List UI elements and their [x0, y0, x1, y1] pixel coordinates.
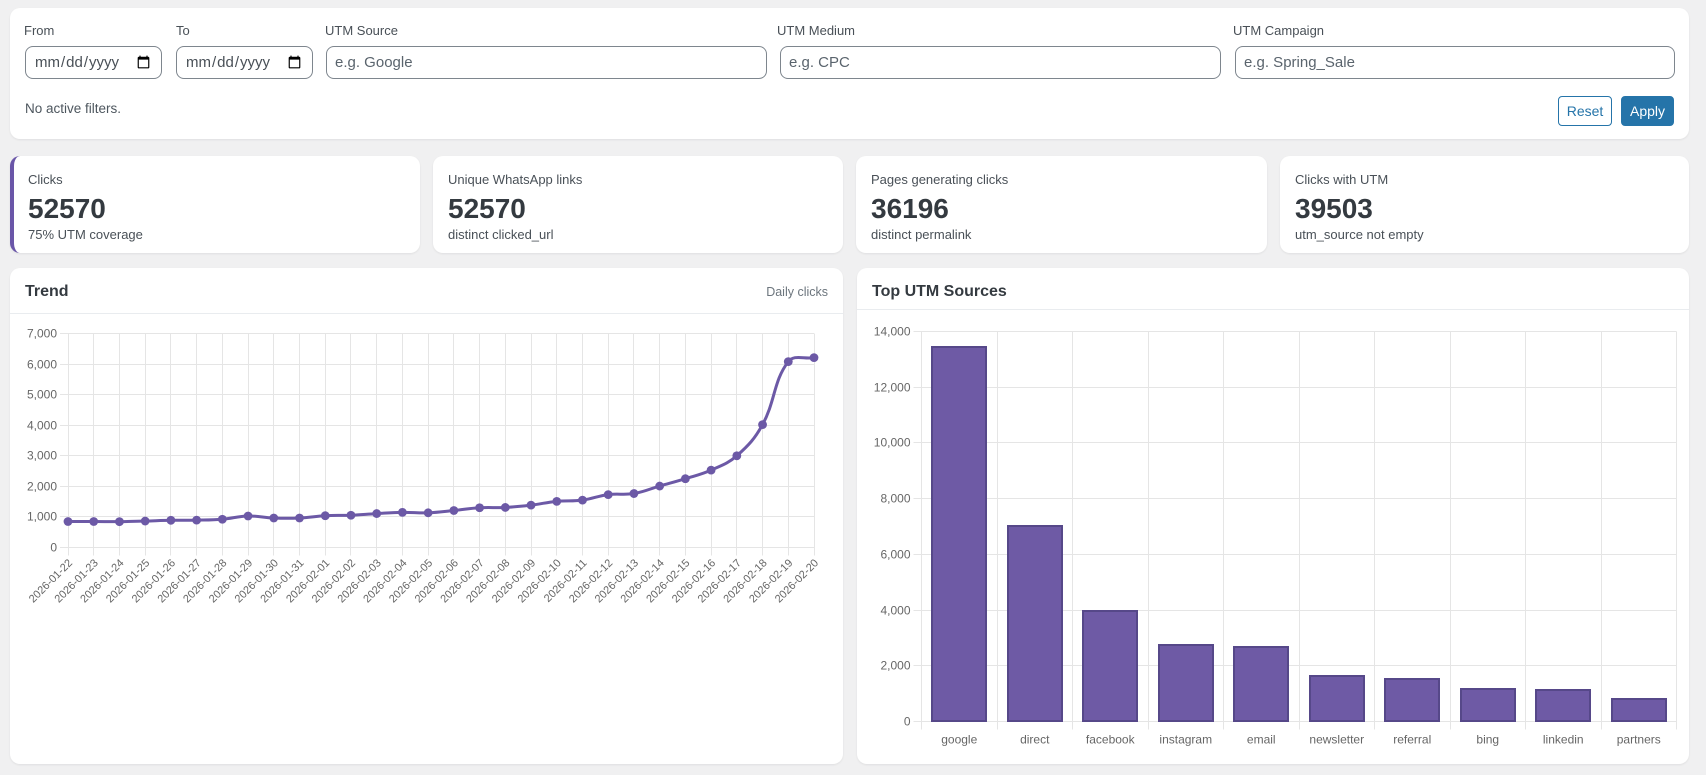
- svg-text:14,000: 14,000: [874, 325, 911, 339]
- svg-text:4,000: 4,000: [880, 604, 910, 618]
- svg-text:instagram: instagram: [1159, 733, 1212, 747]
- svg-text:direct: direct: [1020, 733, 1050, 747]
- svg-text:facebook: facebook: [1086, 733, 1136, 747]
- svg-text:0: 0: [904, 715, 911, 729]
- svg-text:partners: partners: [1617, 733, 1661, 747]
- svg-text:email: email: [1247, 733, 1276, 747]
- svg-text:6,000: 6,000: [880, 548, 910, 562]
- svg-text:0: 0: [50, 541, 57, 555]
- svg-text:referral: referral: [1393, 733, 1431, 747]
- svg-text:google: google: [941, 733, 977, 747]
- svg-text:5,000: 5,000: [27, 388, 57, 402]
- svg-text:10,000: 10,000: [874, 436, 911, 450]
- svg-text:2,000: 2,000: [27, 480, 57, 494]
- svg-text:linkedin: linkedin: [1543, 733, 1584, 747]
- svg-text:12,000: 12,000: [874, 381, 911, 395]
- svg-text:6,000: 6,000: [27, 358, 57, 372]
- svg-text:newsletter: newsletter: [1309, 733, 1364, 747]
- svg-text:4,000: 4,000: [27, 419, 57, 433]
- svg-text:3,000: 3,000: [27, 449, 57, 463]
- svg-text:bing: bing: [1476, 733, 1499, 747]
- svg-text:7,000: 7,000: [27, 327, 57, 341]
- svg-text:8,000: 8,000: [880, 492, 910, 506]
- svg-text:2,000: 2,000: [880, 659, 910, 673]
- svg-text:1,000: 1,000: [27, 510, 57, 524]
